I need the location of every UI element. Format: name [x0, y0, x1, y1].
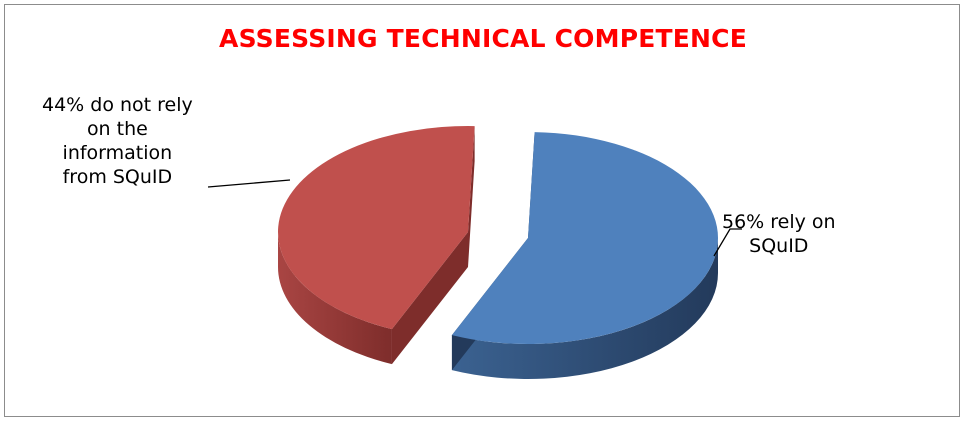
- pie-slice-not-rely: [277, 126, 475, 365]
- pie-slice-top: [451, 132, 718, 344]
- leader-line-not-rely: [207, 179, 291, 188]
- leader-line-rely: [713, 228, 742, 257]
- pie-slice-rely: [451, 132, 718, 380]
- callout-not-rely: 44% do not rely on the information from …: [42, 94, 193, 188]
- pie-slice-side: [278, 232, 392, 365]
- pie-slice-cut-face: [391, 232, 468, 365]
- pie-slice-side: [451, 238, 718, 380]
- callout-rely: 56% rely on SQuID: [722, 211, 836, 257]
- pie-slice-cut-face: [468, 126, 475, 267]
- chart-title: ASSESSING TECHNICAL COMPETENCE: [219, 24, 747, 53]
- pie-slice-top: [277, 126, 475, 330]
